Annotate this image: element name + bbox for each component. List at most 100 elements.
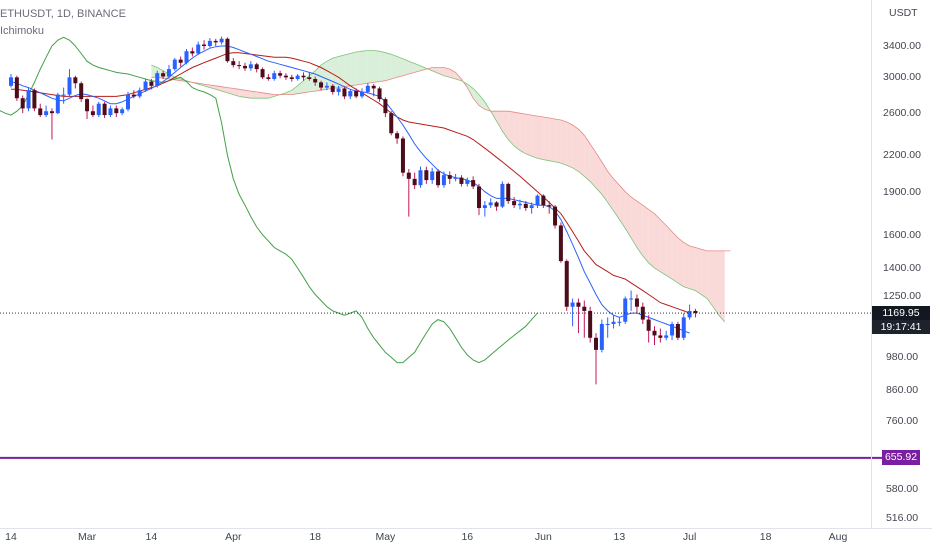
- cloud-segment: [209, 84, 216, 90]
- candle-down: [20, 95, 25, 114]
- candle-down: [652, 326, 657, 345]
- candle-down: [266, 74, 271, 81]
- cloud-segment: [525, 114, 532, 157]
- candle-body: [553, 206, 558, 226]
- cloud-segment: [508, 111, 515, 147]
- candle-body: [681, 317, 686, 338]
- candle-up: [681, 313, 686, 341]
- candle-down: [553, 205, 558, 229]
- cloud-segment: [707, 250, 713, 307]
- candle-body: [477, 186, 481, 209]
- cloud-segment: [560, 119, 567, 166]
- candle-body: [61, 94, 66, 96]
- candle-up: [482, 201, 487, 217]
- candle-down: [406, 169, 411, 217]
- candle-up: [196, 41, 201, 55]
- senkou-span-b-line: [151, 67, 731, 252]
- price-tick-label: 760.00: [885, 415, 919, 428]
- candle-up: [137, 87, 142, 99]
- candle-down: [436, 169, 441, 188]
- cloud-segment: [262, 92, 269, 99]
- candle-body: [646, 319, 651, 331]
- cloud-segment: [648, 209, 655, 269]
- time-tick-label: Jul: [682, 531, 697, 543]
- cloud-segment: [502, 111, 509, 140]
- candle-down: [582, 300, 587, 338]
- candle-up: [670, 321, 675, 341]
- cloud-segment: [362, 50, 368, 85]
- time-tick-label: 13: [613, 531, 626, 543]
- cloud-segment: [291, 85, 298, 95]
- candle-body: [161, 73, 166, 77]
- symbol-title[interactable]: ETHUSDT, 1D, BINANCE: [0, 8, 126, 20]
- candle-up: [617, 317, 622, 327]
- cloud-segment: [338, 54, 345, 88]
- price-axis-separator: [871, 0, 872, 528]
- cloud-segment: [379, 51, 386, 82]
- candle-body: [196, 44, 201, 54]
- candle-body: [687, 310, 692, 318]
- cloud-segment: [250, 91, 257, 99]
- candle-body: [424, 170, 429, 181]
- candle-body: [371, 85, 376, 89]
- candle-body: [582, 306, 587, 311]
- time-tick-label: 14: [145, 531, 158, 543]
- candle-down: [301, 72, 306, 81]
- candle-down: [254, 62, 259, 73]
- time-tick-label: 18: [309, 531, 322, 543]
- candle-body: [342, 88, 347, 97]
- cloud-segment: [672, 231, 678, 283]
- candle-body: [617, 321, 622, 323]
- candle-body: [155, 73, 160, 86]
- candle-down: [73, 75, 78, 89]
- candle-down: [225, 37, 230, 63]
- candle-down: [646, 315, 651, 343]
- time-tick-label: 16: [461, 531, 474, 543]
- candle-up: [166, 65, 171, 79]
- cloud-segment: [677, 237, 684, 287]
- candle-down: [541, 194, 546, 209]
- candle-down: [377, 86, 382, 102]
- cloud-segment: [391, 54, 398, 80]
- chikou-span-line: [0, 36, 538, 364]
- candle-body: [599, 323, 604, 350]
- cloud-segment: [689, 245, 696, 291]
- cloud-segment: [555, 119, 561, 164]
- candle-down: [547, 201, 552, 214]
- candle-body: [301, 75, 306, 78]
- candle-up: [172, 58, 177, 71]
- cloud-segment: [344, 53, 351, 87]
- candle-down: [161, 70, 166, 80]
- candle-up: [143, 79, 148, 92]
- cloud-segment: [543, 117, 550, 161]
- cloud-segment: [297, 80, 304, 94]
- cloud-segment: [256, 91, 263, 99]
- cloud-segment: [215, 85, 222, 92]
- candle-down: [693, 308, 698, 318]
- candle-body: [73, 77, 78, 84]
- candle-up: [430, 167, 435, 184]
- horizontal-level-tag: 655.92: [882, 450, 920, 465]
- tenkan-sen-line: [10, 45, 690, 334]
- candle-body: [9, 77, 13, 86]
- cloud-segment: [402, 58, 409, 76]
- candle-up: [570, 298, 575, 327]
- candle-up: [605, 317, 610, 338]
- candle-down: [178, 56, 183, 67]
- candle-down: [260, 67, 265, 80]
- cloud-segment: [695, 247, 702, 295]
- cloud-segment: [683, 242, 690, 289]
- cloud-segment: [531, 115, 538, 159]
- ichimoku-cloud: [151, 50, 725, 322]
- candle-body: [283, 75, 288, 78]
- candle-body: [213, 40, 218, 43]
- candle-body: [178, 59, 183, 63]
- indicator-label[interactable]: Ichimoku: [0, 25, 45, 37]
- candle-body: [412, 178, 417, 186]
- candle-body: [406, 172, 411, 179]
- candle-body: [512, 201, 517, 206]
- candle-body: [693, 310, 698, 314]
- candle-body: [471, 180, 476, 187]
- candle-down: [459, 175, 464, 187]
